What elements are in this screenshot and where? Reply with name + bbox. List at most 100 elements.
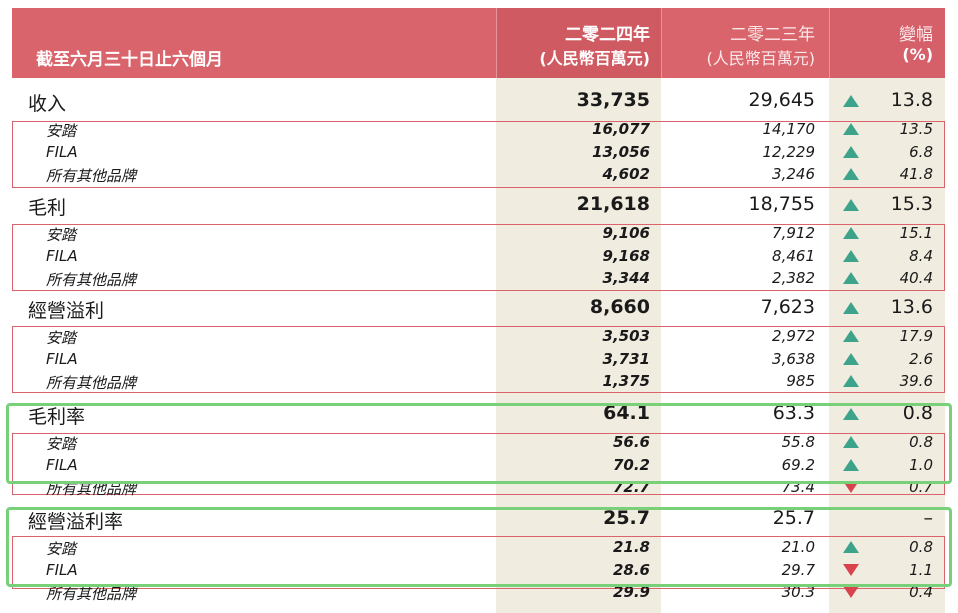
brand-label: 安踏	[46, 226, 77, 244]
brand-value-2023: 3,638	[772, 350, 815, 368]
brand-value-2024: 9,168	[602, 247, 650, 265]
section-label: 收入	[28, 93, 67, 115]
brand-change: 13.5	[899, 120, 933, 138]
brand-value-2023: 30.3	[781, 583, 815, 601]
brand-up-arrow-icon	[843, 146, 859, 158]
section-label: 毛利	[28, 197, 67, 219]
table-header	[12, 8, 945, 78]
col-change-shade	[829, 78, 945, 613]
section-change: –	[923, 507, 934, 529]
brand-value-2023: 3,246	[772, 165, 815, 183]
brand-label: 安踏	[46, 329, 77, 347]
brand-value-2024: 28.6	[612, 561, 650, 579]
section-value-2024: 21,618	[576, 193, 650, 215]
brand-change: 1.0	[909, 456, 933, 474]
brand-up-arrow-icon	[843, 123, 859, 135]
brand-change: 39.6	[899, 372, 933, 390]
brand-label: FILA	[46, 561, 78, 579]
brand-value-2024: 16,077	[592, 120, 650, 138]
brand-change: 0.4	[909, 583, 933, 601]
header-divider	[661, 8, 662, 78]
brand-up-arrow-icon	[843, 541, 859, 553]
brand-label: 安踏	[46, 122, 77, 140]
col-2023-unit: (人民幣百萬元)	[706, 49, 816, 68]
brand-change: 41.8	[899, 165, 933, 183]
brand-value-2023: 21.0	[781, 538, 815, 556]
highlight-gross-margin	[6, 403, 952, 484]
brand-value-2024: 9,106	[602, 224, 650, 242]
section-label: 毛利率	[28, 406, 86, 428]
brand-label: 所有其他品牌	[46, 374, 137, 392]
section-value-2023: 7,623	[760, 296, 815, 318]
brand-up-arrow-icon	[843, 168, 859, 180]
brand-up-arrow-icon	[843, 227, 859, 239]
section-value-2024: 25.7	[603, 507, 650, 529]
brand-value-2024: 13,056	[592, 143, 650, 161]
brand-change: 15.1	[899, 224, 933, 242]
sub-rows-box	[12, 224, 945, 291]
header-divider	[496, 8, 497, 78]
section-up-arrow-icon	[843, 199, 859, 211]
brand-up-arrow-icon	[843, 459, 859, 471]
header-2024-shade	[496, 8, 661, 78]
brand-label: FILA	[46, 143, 78, 161]
brand-value-2024: 3,344	[602, 269, 650, 287]
highlight-operating-margin	[6, 507, 952, 587]
brand-label: 所有其他品牌	[46, 480, 137, 498]
section-value-2024: 33,735	[576, 89, 650, 111]
brand-change: 0.8	[909, 538, 933, 556]
section-up-arrow-icon	[843, 408, 859, 420]
brand-down-arrow-icon	[843, 564, 859, 576]
sub-rows-box	[12, 326, 945, 393]
brand-change: 6.8	[909, 143, 933, 161]
section-value-2024: 8,660	[589, 296, 650, 318]
col-2024-title: 二零二四年	[565, 25, 650, 45]
brand-value-2024: 1,375	[602, 372, 650, 390]
brand-up-arrow-icon	[843, 330, 859, 342]
section-label: 經營溢利	[28, 300, 105, 322]
col-2024-shade	[496, 78, 661, 613]
section-up-arrow-icon	[843, 302, 859, 314]
brand-value-2024: 70.2	[612, 456, 650, 474]
brand-label: FILA	[46, 456, 78, 474]
brand-value-2024: 4,602	[602, 165, 650, 183]
section-label: 經營溢利率	[28, 511, 124, 533]
sub-rows-box	[12, 536, 945, 589]
sub-rows-box	[12, 121, 945, 188]
brand-change: 17.9	[899, 327, 933, 345]
brand-label: FILA	[46, 247, 78, 265]
section-value-2023: 18,755	[748, 193, 815, 215]
brand-down-arrow-icon	[843, 586, 859, 598]
section-value-2024: 64.1	[603, 402, 650, 424]
brand-value-2024: 56.6	[612, 433, 650, 451]
section-up-arrow-icon	[843, 95, 859, 107]
brand-up-arrow-icon	[843, 272, 859, 284]
brand-value-2024: 21.8	[612, 538, 650, 556]
section-value-2023: 63.3	[772, 402, 815, 424]
sub-rows-box	[12, 433, 945, 495]
brand-value-2024: 29.9	[612, 583, 650, 601]
col-change-title: 變幅	[899, 25, 933, 45]
brand-label: 所有其他品牌	[46, 585, 137, 603]
brand-value-2023: 69.2	[781, 456, 815, 474]
section-change: 13.8	[890, 89, 933, 111]
section-change: 13.6	[890, 296, 933, 318]
brand-change: 2.6	[909, 350, 933, 368]
brand-value-2023: 12,229	[762, 143, 816, 161]
brand-value-2023: 8,461	[772, 247, 815, 265]
brand-label: 安踏	[46, 540, 77, 558]
header-divider	[829, 8, 830, 78]
section-change: 15.3	[890, 193, 933, 215]
brand-change: 40.4	[899, 269, 933, 287]
brand-label: 所有其他品牌	[46, 271, 137, 289]
brand-change: 1.1	[909, 561, 933, 579]
brand-value-2024: 3,503	[602, 327, 650, 345]
brand-label: 所有其他品牌	[46, 167, 137, 185]
brand-value-2023: 29.7	[781, 561, 815, 579]
brand-value-2023: 55.8	[781, 433, 815, 451]
brand-value-2023: 2,382	[772, 269, 815, 287]
brand-change: 0.8	[909, 433, 933, 451]
brand-value-2023: 14,170	[762, 120, 816, 138]
brand-value-2023: 985	[786, 372, 815, 390]
brand-up-arrow-icon	[843, 375, 859, 387]
